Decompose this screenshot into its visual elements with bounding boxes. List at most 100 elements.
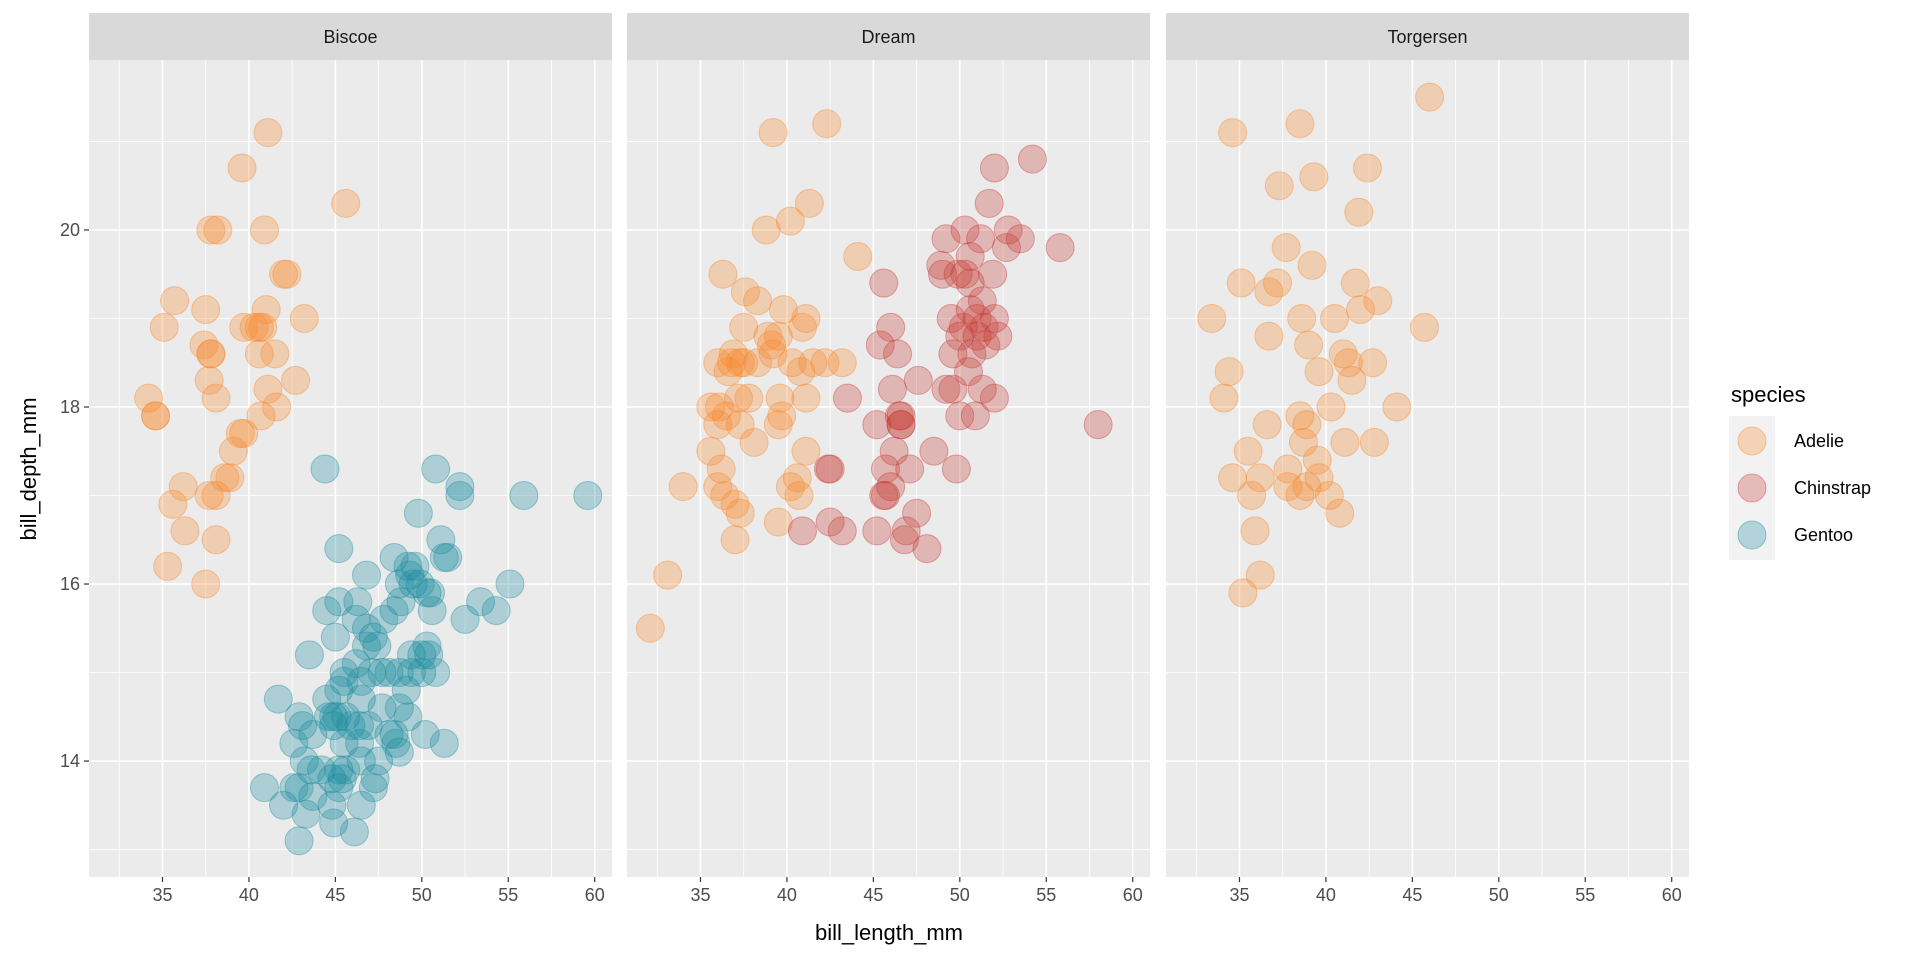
x-tick-label: 60 — [585, 885, 605, 905]
x-tick-label: 40 — [239, 885, 259, 905]
data-point-gentoo — [324, 587, 354, 617]
data-point-chinstrap — [945, 321, 975, 351]
panel-background — [1166, 60, 1689, 877]
data-point-gentoo — [320, 622, 350, 652]
data-point-adelie — [244, 312, 274, 342]
data-point-gentoo — [341, 604, 371, 634]
data-point-adelie — [812, 109, 842, 139]
data-point-adelie — [1245, 560, 1275, 590]
data-point-adelie — [191, 569, 221, 599]
data-point-gentoo — [289, 746, 319, 776]
legend-key-gentoo — [1737, 520, 1767, 550]
data-point-gentoo — [410, 719, 440, 749]
data-point-gentoo — [279, 773, 309, 803]
facet-strip — [1166, 13, 1689, 60]
data-point-adelie — [1228, 578, 1258, 608]
data-point-chinstrap — [862, 516, 892, 546]
data-point-gentoo — [288, 711, 318, 741]
data-point-adelie — [775, 472, 805, 502]
data-point-chinstrap — [902, 498, 932, 528]
data-point-adelie — [1214, 357, 1244, 387]
data-point-adelie — [1252, 410, 1282, 440]
data-point-adelie — [1285, 480, 1315, 510]
data-point-gentoo — [400, 551, 430, 581]
data-point-gentoo — [317, 764, 347, 794]
data-point-adelie — [1287, 303, 1317, 333]
data-point-adelie — [153, 551, 183, 581]
data-point-chinstrap — [943, 259, 973, 289]
data-point-gentoo — [414, 640, 444, 670]
facet-strip-label: Dream — [861, 27, 915, 47]
data-point-gentoo — [367, 693, 397, 723]
data-point-chinstrap — [787, 516, 817, 546]
data-point-adelie — [763, 507, 793, 537]
data-point-gentoo — [346, 666, 376, 696]
data-point-adelie — [1415, 82, 1445, 112]
data-point-chinstrap — [931, 374, 961, 404]
facet-strip-label: Biscoe — [323, 27, 377, 47]
data-point-chinstrap — [950, 259, 980, 289]
data-point-gentoo — [279, 728, 309, 758]
x-tick-label: 60 — [1662, 885, 1682, 905]
data-point-adelie — [710, 480, 740, 510]
data-point-adelie — [843, 242, 873, 272]
data-point-gentoo — [379, 719, 409, 749]
data-point-chinstrap — [953, 357, 983, 387]
data-point-adelie — [1254, 321, 1284, 351]
data-point-adelie — [1409, 312, 1439, 342]
data-point-adelie — [786, 357, 816, 387]
data-point-chinstrap — [903, 365, 933, 395]
data-point-chinstrap — [884, 401, 914, 431]
facet-strip — [89, 13, 612, 60]
data-point-adelie — [134, 383, 164, 413]
data-point-adelie — [668, 472, 698, 502]
data-point-adelie — [196, 215, 226, 245]
data-point-adelie — [170, 516, 200, 546]
data-point-adelie — [210, 463, 240, 493]
data-point-chinstrap — [889, 525, 919, 555]
data-point-adelie — [269, 259, 299, 289]
x-tick-label: 60 — [1123, 885, 1143, 905]
data-point-adelie — [1340, 268, 1370, 298]
data-point-gentoo — [429, 728, 459, 758]
data-point-chinstrap — [955, 268, 985, 298]
data-point-adelie — [1263, 268, 1293, 298]
legend-key-adelie — [1737, 426, 1767, 456]
data-point-gentoo — [351, 631, 381, 661]
data-point-adelie — [196, 339, 226, 369]
data-point-chinstrap — [962, 321, 992, 351]
x-tick-label: 40 — [777, 885, 797, 905]
data-point-adelie — [1264, 171, 1294, 201]
y-tick-label: 18 — [60, 397, 80, 417]
data-point-gentoo — [450, 604, 480, 634]
data-point-adelie — [1285, 109, 1315, 139]
series-adelie — [635, 109, 873, 643]
data-point-adelie — [720, 525, 750, 555]
data-point-gentoo — [298, 719, 328, 749]
data-point-gentoo — [351, 613, 381, 643]
data-point-gentoo — [353, 711, 383, 741]
data-point-chinstrap — [1005, 224, 1035, 254]
data-point-adelie — [784, 480, 814, 510]
data-point-chinstrap — [936, 303, 966, 333]
data-point-adelie — [1358, 348, 1388, 378]
data-point-adelie — [775, 206, 805, 236]
data-point-adelie — [827, 348, 857, 378]
data-point-gentoo — [379, 542, 409, 572]
data-point-adelie — [249, 215, 279, 245]
data-point-gentoo — [395, 560, 425, 590]
data-point-chinstrap — [938, 339, 968, 369]
data-point-chinstrap — [948, 312, 978, 342]
data-point-adelie — [1218, 463, 1248, 493]
data-point-adelie — [703, 472, 733, 502]
data-point-chinstrap — [955, 242, 985, 272]
data-point-adelie — [1237, 480, 1267, 510]
series-adelie — [134, 118, 361, 599]
data-point-adelie — [191, 295, 221, 325]
data-point-adelie — [201, 383, 231, 413]
data-point-gentoo — [362, 631, 392, 661]
data-point-gentoo — [346, 746, 376, 776]
facet-dream: Dream 35 40 45 50 55 60 — [627, 13, 1150, 905]
data-point-adelie — [262, 392, 292, 422]
data-point-adelie — [763, 410, 793, 440]
